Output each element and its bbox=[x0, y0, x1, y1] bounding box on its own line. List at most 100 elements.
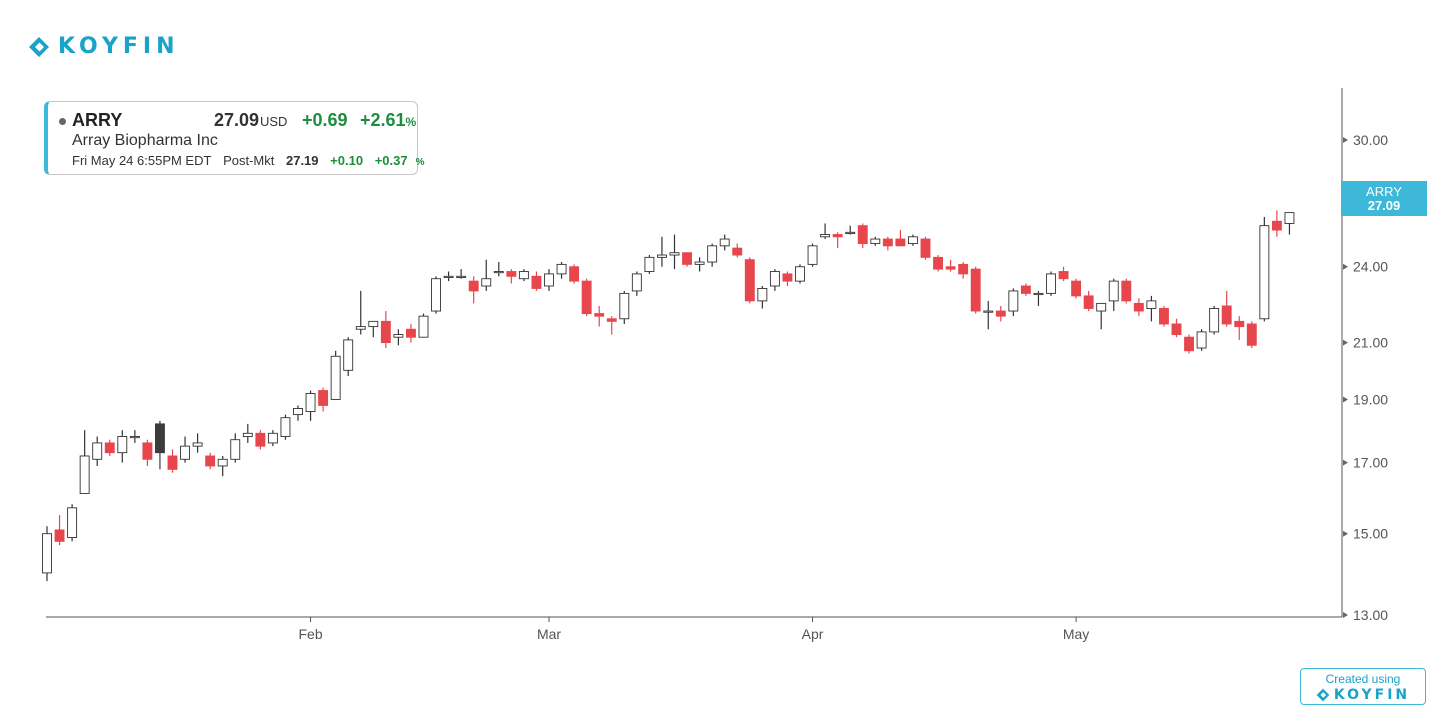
candle[interactable] bbox=[769, 269, 780, 291]
candle[interactable] bbox=[1020, 283, 1031, 296]
candle[interactable] bbox=[1121, 278, 1132, 304]
candle[interactable] bbox=[418, 313, 429, 338]
candle[interactable] bbox=[631, 271, 642, 296]
candle[interactable] bbox=[481, 259, 492, 291]
candle[interactable] bbox=[242, 423, 253, 443]
candle[interactable] bbox=[958, 262, 969, 279]
candle[interactable] bbox=[933, 255, 943, 272]
candle[interactable] bbox=[757, 286, 768, 309]
candle[interactable] bbox=[795, 264, 805, 284]
candle[interactable] bbox=[682, 252, 692, 267]
candle[interactable] bbox=[606, 316, 617, 335]
candle[interactable] bbox=[807, 243, 818, 267]
candle[interactable] bbox=[305, 390, 316, 421]
candle[interactable] bbox=[1209, 305, 1220, 335]
candle[interactable] bbox=[744, 257, 755, 304]
candle[interactable] bbox=[669, 234, 680, 270]
candle[interactable] bbox=[657, 236, 667, 267]
candle[interactable] bbox=[54, 515, 65, 546]
candle[interactable] bbox=[569, 264, 580, 284]
ticker-symbol[interactable]: ARRY bbox=[72, 110, 123, 130]
candle[interactable] bbox=[644, 255, 655, 274]
candle[interactable] bbox=[393, 329, 404, 346]
candle[interactable] bbox=[380, 311, 391, 349]
candle[interactable] bbox=[845, 225, 856, 235]
candle[interactable] bbox=[129, 430, 140, 443]
candle[interactable] bbox=[594, 305, 605, 327]
candle[interactable] bbox=[882, 236, 893, 251]
candle[interactable] bbox=[707, 243, 718, 267]
candle[interactable] bbox=[619, 290, 630, 324]
koyfin-logo[interactable]: KOYFIN bbox=[28, 34, 180, 59]
candle[interactable] bbox=[456, 269, 467, 279]
candle[interactable] bbox=[518, 269, 529, 282]
candle[interactable] bbox=[1158, 305, 1169, 327]
candle[interactable] bbox=[431, 276, 441, 314]
candle[interactable] bbox=[406, 323, 416, 343]
candle[interactable] bbox=[945, 259, 956, 272]
candle[interactable] bbox=[908, 234, 918, 246]
candle[interactable] bbox=[1171, 318, 1182, 338]
candle[interactable] bbox=[895, 230, 906, 247]
candle[interactable] bbox=[255, 430, 266, 450]
candle[interactable] bbox=[832, 232, 843, 249]
candle[interactable] bbox=[42, 526, 52, 582]
candle[interactable] bbox=[1284, 212, 1295, 235]
candle[interactable] bbox=[1184, 334, 1195, 354]
candle[interactable] bbox=[1108, 278, 1119, 312]
candle[interactable] bbox=[1146, 295, 1157, 322]
candle[interactable] bbox=[1008, 288, 1019, 317]
candle[interactable] bbox=[1196, 329, 1207, 351]
candle[interactable] bbox=[180, 436, 191, 463]
candle[interactable] bbox=[544, 269, 554, 291]
candle[interactable] bbox=[1033, 290, 1044, 306]
candle[interactable] bbox=[970, 266, 981, 314]
candle[interactable] bbox=[556, 262, 567, 279]
candle[interactable] bbox=[493, 262, 504, 277]
candle[interactable] bbox=[1234, 316, 1245, 340]
candle[interactable] bbox=[205, 452, 216, 470]
candle[interactable] bbox=[1096, 302, 1107, 330]
candle[interactable] bbox=[154, 420, 165, 470]
candle[interactable] bbox=[217, 455, 228, 477]
candle[interactable] bbox=[468, 276, 479, 304]
candle[interactable] bbox=[318, 387, 329, 412]
candle[interactable] bbox=[920, 236, 931, 260]
candle[interactable] bbox=[1071, 278, 1082, 299]
candle[interactable] bbox=[368, 320, 379, 338]
candle[interactable] bbox=[1133, 298, 1144, 317]
candle[interactable] bbox=[870, 236, 881, 246]
candle[interactable] bbox=[267, 430, 278, 447]
candle[interactable] bbox=[857, 223, 868, 249]
candle[interactable] bbox=[443, 271, 454, 282]
candle[interactable] bbox=[1246, 321, 1257, 349]
candle[interactable] bbox=[719, 234, 730, 251]
candle[interactable] bbox=[67, 504, 78, 542]
created-using-badge[interactable]: Created using KOYFIN bbox=[1300, 668, 1426, 705]
candle[interactable] bbox=[104, 439, 115, 456]
candle[interactable] bbox=[983, 300, 994, 330]
candle[interactable] bbox=[293, 405, 303, 421]
candle[interactable] bbox=[694, 257, 705, 272]
candle[interactable] bbox=[1221, 290, 1232, 327]
candle[interactable] bbox=[820, 223, 831, 240]
candle[interactable] bbox=[1259, 216, 1270, 322]
candle[interactable] bbox=[117, 430, 128, 463]
candle[interactable] bbox=[995, 305, 1006, 322]
candle[interactable] bbox=[506, 269, 517, 284]
candle[interactable] bbox=[1083, 290, 1094, 312]
candle[interactable] bbox=[192, 433, 203, 453]
candle[interactable] bbox=[330, 350, 341, 400]
candle[interactable] bbox=[531, 271, 542, 291]
candle[interactable] bbox=[79, 430, 90, 494]
candle[interactable] bbox=[1271, 210, 1282, 237]
candle[interactable] bbox=[343, 337, 354, 377]
candle[interactable] bbox=[732, 243, 743, 258]
candle[interactable] bbox=[355, 290, 366, 335]
candle[interactable] bbox=[92, 436, 103, 466]
candle[interactable] bbox=[782, 271, 793, 287]
candle[interactable] bbox=[230, 433, 241, 463]
candle[interactable] bbox=[167, 449, 178, 473]
candle[interactable] bbox=[280, 414, 291, 440]
